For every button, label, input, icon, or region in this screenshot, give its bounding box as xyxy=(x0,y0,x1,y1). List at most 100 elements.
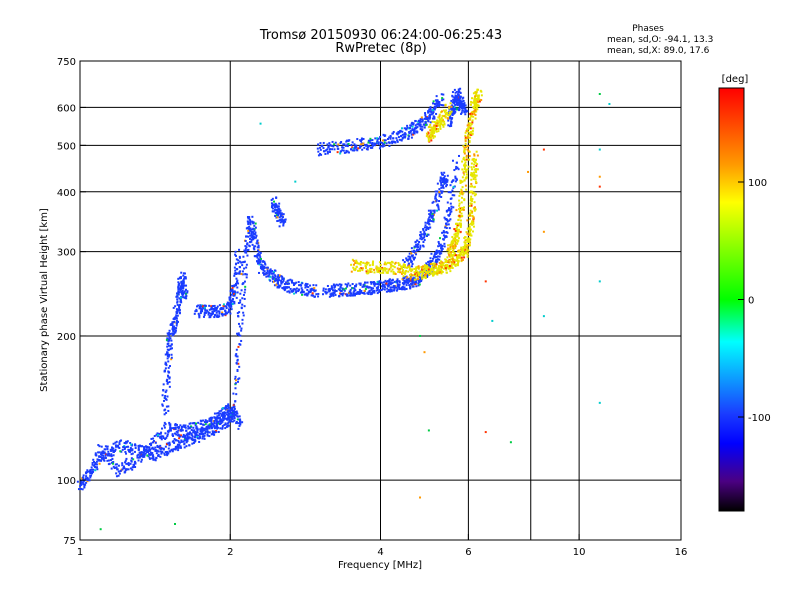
data-point xyxy=(179,434,182,437)
data-point xyxy=(474,181,477,184)
data-point xyxy=(359,139,362,142)
data-point xyxy=(206,433,209,436)
data-point xyxy=(129,467,132,470)
data-point xyxy=(423,236,426,239)
scatter-point xyxy=(598,175,601,178)
data-point xyxy=(468,141,471,144)
data-point xyxy=(301,289,304,292)
data-point xyxy=(475,164,478,167)
data-point xyxy=(148,453,151,456)
data-point xyxy=(432,271,435,274)
data-point xyxy=(459,100,462,103)
data-point xyxy=(473,176,476,179)
data-point xyxy=(334,141,337,144)
data-point xyxy=(123,467,126,470)
data-point xyxy=(229,298,232,301)
data-point xyxy=(114,441,117,444)
data-point xyxy=(463,179,466,182)
data-point xyxy=(324,290,327,293)
data-point xyxy=(288,291,291,294)
data-point xyxy=(431,212,434,215)
data-point xyxy=(237,362,240,365)
gridlines xyxy=(80,61,681,540)
data-point xyxy=(94,461,97,464)
data-point xyxy=(200,433,203,436)
scatter-point xyxy=(598,148,601,151)
data-point xyxy=(276,281,279,284)
data-point xyxy=(183,446,186,449)
data-point xyxy=(430,130,433,133)
data-point xyxy=(438,252,441,255)
data-point xyxy=(435,112,438,115)
data-point xyxy=(293,292,296,295)
data-point xyxy=(163,424,166,427)
data-point xyxy=(160,452,163,455)
data-point xyxy=(166,337,169,340)
data-point xyxy=(354,289,357,292)
data-point xyxy=(470,123,473,126)
data-point xyxy=(438,244,441,247)
data-point xyxy=(454,91,457,94)
data-point xyxy=(297,281,300,284)
data-point xyxy=(264,262,267,265)
data-point xyxy=(457,94,460,97)
data-point xyxy=(422,123,425,126)
data-point xyxy=(317,292,320,295)
data-point xyxy=(421,120,424,123)
data-point xyxy=(192,426,195,429)
data-point xyxy=(474,99,477,102)
data-point xyxy=(253,229,256,232)
data-point xyxy=(436,122,439,125)
data-point xyxy=(307,292,310,295)
data-point xyxy=(404,135,407,138)
data-point xyxy=(341,287,344,290)
data-point xyxy=(176,310,179,313)
data-point xyxy=(256,256,259,259)
data-point xyxy=(132,466,135,469)
data-point xyxy=(450,105,453,108)
data-point xyxy=(472,115,475,118)
data-point xyxy=(274,202,277,205)
data-point xyxy=(223,407,226,410)
data-point xyxy=(438,250,441,253)
data-point xyxy=(111,462,114,465)
data-point xyxy=(274,214,277,217)
data-point xyxy=(213,419,216,422)
data-point xyxy=(414,275,417,278)
data-point xyxy=(403,261,406,264)
data-point xyxy=(408,252,411,255)
data-point xyxy=(385,142,388,145)
data-point xyxy=(182,440,185,443)
data-point xyxy=(323,150,326,153)
data-point xyxy=(163,369,166,372)
data-point xyxy=(198,307,201,310)
data-point xyxy=(430,126,433,129)
data-point xyxy=(453,237,456,240)
data-point xyxy=(180,283,183,286)
data-point xyxy=(166,433,169,436)
data-point xyxy=(194,440,197,443)
data-point xyxy=(224,422,227,425)
data-point xyxy=(455,98,458,101)
data-point xyxy=(215,308,218,311)
data-point xyxy=(203,312,206,315)
data-point xyxy=(419,125,422,128)
data-point xyxy=(466,250,469,253)
data-point xyxy=(256,249,259,252)
data-point xyxy=(389,286,392,289)
data-point xyxy=(398,286,401,289)
data-point xyxy=(187,432,190,435)
data-point xyxy=(422,267,425,270)
data-point xyxy=(397,262,400,265)
data-point xyxy=(449,213,452,216)
data-point xyxy=(328,295,331,298)
data-point xyxy=(441,177,444,180)
data-point xyxy=(429,113,432,116)
data-point xyxy=(115,466,118,469)
data-point xyxy=(444,222,447,225)
data-point xyxy=(453,228,456,231)
data-point xyxy=(194,422,197,425)
data-point xyxy=(354,292,357,295)
data-point xyxy=(415,266,418,269)
data-point xyxy=(447,191,450,194)
